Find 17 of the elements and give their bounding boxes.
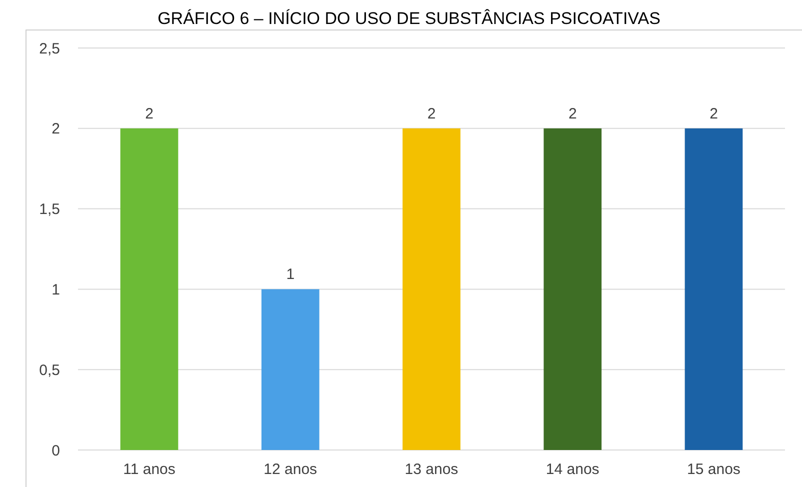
x-tick-label: 14 anos: [546, 461, 600, 478]
chart-title: GRÁFICO 6 – INÍCIO DO USO DE SUBSTÂNCIAS PSICOATIVAS: [158, 9, 660, 28]
y-tick-label: 2: [52, 120, 60, 138]
y-tick-label: 0: [52, 442, 60, 460]
x-tick-label: 11 anos: [123, 461, 176, 478]
x-tick-label: 15 anos: [687, 461, 740, 478]
data-label: 1: [286, 266, 295, 284]
y-tick-label: 0,5: [39, 362, 60, 379]
data-label: 2: [145, 105, 154, 122]
data-label: 2: [568, 105, 577, 122]
y-tick-label: 1: [52, 281, 60, 298]
x-tick-label: 13 anos: [404, 461, 458, 478]
y-tick-label: 1,5: [39, 201, 60, 218]
data-label: 2: [427, 105, 436, 122]
y-tick-label: 2,5: [39, 40, 60, 58]
x-tick-label: 12 anos: [264, 461, 318, 478]
data-label: 2: [710, 105, 718, 122]
